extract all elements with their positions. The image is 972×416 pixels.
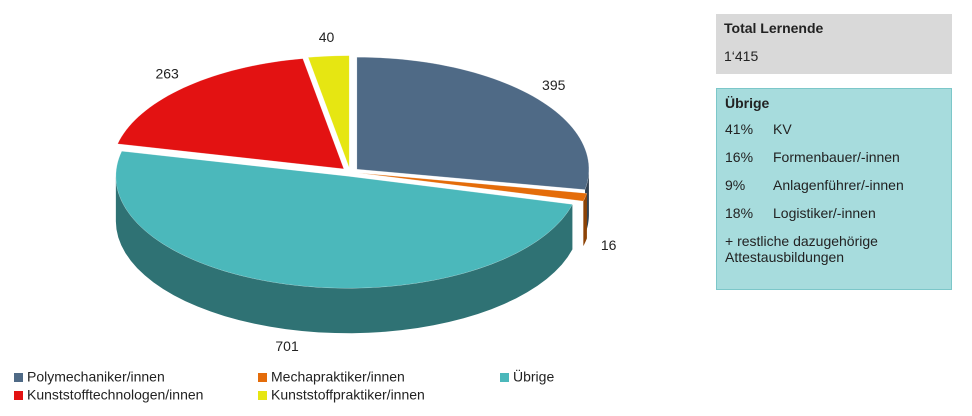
value-label: 263 bbox=[155, 65, 179, 81]
legend-label: Mechapraktiker/innen bbox=[271, 369, 405, 385]
breakdown-title: Übrige bbox=[725, 95, 770, 111]
row-percent: 41% bbox=[725, 121, 754, 137]
slice bbox=[358, 172, 588, 202]
total-value: 1‘415 bbox=[724, 48, 759, 64]
legend-swatch bbox=[258, 391, 267, 400]
legend-label: Übrige bbox=[513, 368, 554, 385]
value-label: 395 bbox=[542, 77, 566, 93]
slice-side bbox=[583, 193, 587, 247]
slice bbox=[117, 58, 345, 170]
breakdown-rows: 41% KV 16% Formenbauer/-innen 9% Anlagenführe… bbox=[725, 121, 943, 221]
total-box: Total Lernende 1‘415 bbox=[716, 14, 952, 74]
row-label: Anlagenführer/-innen bbox=[773, 177, 904, 193]
value-label: 40 bbox=[319, 29, 335, 45]
slice bbox=[307, 55, 350, 168]
legend-swatch bbox=[500, 373, 509, 382]
legend-label: Kunststoffpraktiker/innen bbox=[271, 387, 425, 403]
breakdown-row: 9% Anlagenführer/-innen bbox=[725, 177, 943, 193]
breakdown-row: 41% KV bbox=[725, 121, 943, 137]
total-title: Total Lernende bbox=[724, 20, 824, 36]
row-label: Formenbauer/-innen bbox=[773, 149, 900, 165]
slice bbox=[356, 56, 590, 190]
breakdown-row: 18% Logistiker/-innen bbox=[725, 205, 943, 221]
breakdown-box: Übrige 41% KV 16% Formenbauer/-innen 9% Anlag… bbox=[716, 88, 952, 290]
legend-swatch bbox=[14, 373, 23, 382]
slice-tops bbox=[115, 55, 590, 289]
slice-side bbox=[115, 176, 573, 334]
legend-label: Polymechaniker/innen bbox=[27, 369, 165, 385]
breakdown-note: + restliche dazugehörige Attestausbildun… bbox=[725, 233, 878, 265]
row-label: Logistiker/-innen bbox=[773, 205, 876, 221]
slice-sides bbox=[115, 169, 589, 334]
value-label: 701 bbox=[275, 338, 299, 354]
slice bbox=[115, 150, 573, 289]
chart: 395 16 701 263 40 Polymechaniker/innen Mechapr… bbox=[14, 29, 617, 403]
row-percent: 9% bbox=[725, 177, 746, 193]
row-percent: 16% bbox=[725, 149, 754, 165]
legend-swatch bbox=[14, 391, 23, 400]
row-label: KV bbox=[773, 121, 792, 137]
legend-label: Kunststofftechnologen/innen bbox=[27, 387, 203, 403]
value-label: 16 bbox=[601, 237, 617, 253]
row-percent: 18% bbox=[725, 205, 754, 221]
legend-swatch bbox=[258, 373, 267, 382]
breakdown-row: 16% Formenbauer/-innen bbox=[725, 149, 943, 165]
